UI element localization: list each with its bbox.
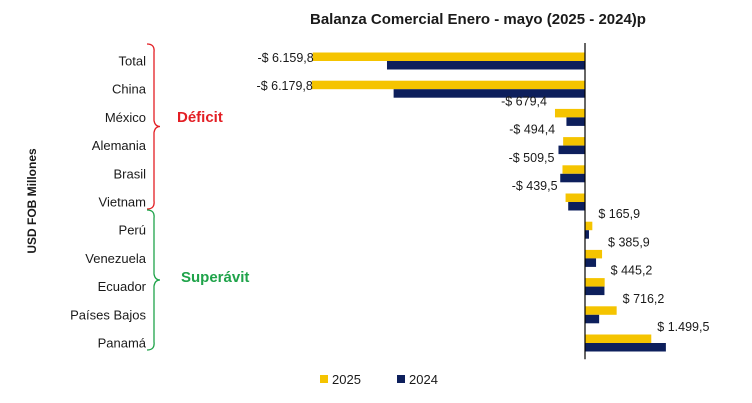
category-label-7: Venezuela — [85, 251, 146, 266]
category-label-9: Países Bajos — [70, 307, 146, 322]
category-label-4: Brasil — [113, 166, 146, 181]
bar-2024-6 — [585, 230, 589, 239]
bar-2024-3 — [558, 145, 585, 155]
bar-2024-8 — [585, 286, 605, 296]
deficit-brace — [146, 43, 161, 210]
category-label-5: Vietnam — [99, 195, 146, 210]
bar-2024-5 — [568, 202, 585, 211]
category-label-3: Alemania — [92, 138, 147, 153]
legend-label-2024: 2024 — [409, 372, 438, 387]
data-labels-layer: -$ 6.159,8 -$ 6.179,8 -$ 679,4 -$ 494,4 -$ 5… — [257, 51, 710, 334]
category-label-2: México — [105, 110, 146, 125]
data-label-4: -$ 509,5 — [509, 151, 555, 165]
data-label-1: -$ 6.179,8 — [257, 79, 313, 93]
bars-layer — [311, 52, 666, 352]
bar-2025-2 — [554, 108, 585, 118]
legend-swatch-2024 — [397, 375, 405, 383]
category-label-6: Perú — [119, 223, 146, 238]
legend-swatch-2025 — [320, 375, 328, 383]
data-label-6: $ 165,9 — [598, 207, 640, 221]
y-axis-label: USD FOB Millones — [25, 148, 39, 254]
superavit-brace — [146, 209, 161, 351]
data-label-10: $ 1.499,5 — [657, 320, 709, 334]
category-label-8: Ecuador — [98, 279, 147, 294]
bar-2025-8 — [585, 278, 605, 287]
bar-2025-10 — [585, 334, 652, 343]
bar-2025-3 — [563, 137, 585, 146]
bar-2024-0 — [386, 61, 585, 70]
bar-2024-4 — [560, 173, 585, 183]
category-label-1: China — [112, 82, 147, 97]
bar-2025-4 — [562, 165, 585, 174]
bar-2024-9 — [585, 314, 600, 324]
bar-2025-0 — [312, 52, 585, 61]
category-label-0: Total — [119, 54, 147, 69]
data-label-7: $ 385,9 — [608, 235, 650, 249]
bar-2024-10 — [585, 343, 666, 352]
data-label-9: $ 716,2 — [623, 292, 665, 306]
brackets-layer: Déficit Superávit — [146, 43, 249, 351]
data-label-5: -$ 439,5 — [512, 179, 558, 193]
superavit-annotation: Superávit — [181, 269, 249, 286]
deficit-annotation: Déficit — [177, 109, 223, 126]
category-labels-layer: Total China México Alemania Brasil Vietnam Per… — [70, 54, 147, 351]
bar-2024-7 — [585, 258, 597, 267]
bar-2025-7 — [585, 249, 603, 259]
bar-2025-1 — [311, 80, 585, 90]
legend-label-2025: 2025 — [332, 372, 361, 387]
bar-2025-9 — [585, 306, 617, 315]
bar-2024-2 — [566, 117, 585, 126]
bar-2025-6 — [585, 221, 593, 231]
legend: 2025 2024 — [320, 372, 438, 387]
data-label-3: -$ 494,4 — [509, 123, 555, 137]
bar-2025-5 — [565, 193, 585, 202]
data-label-2: -$ 679,4 — [501, 94, 547, 108]
data-label-0: -$ 6.159,8 — [257, 51, 313, 65]
chart-title: Balanza Comercial Enero - mayo (2025 - 2… — [310, 11, 646, 28]
bar-2024-1 — [393, 89, 585, 98]
category-label-10: Panamá — [98, 336, 147, 351]
data-label-8: $ 445,2 — [611, 264, 653, 278]
